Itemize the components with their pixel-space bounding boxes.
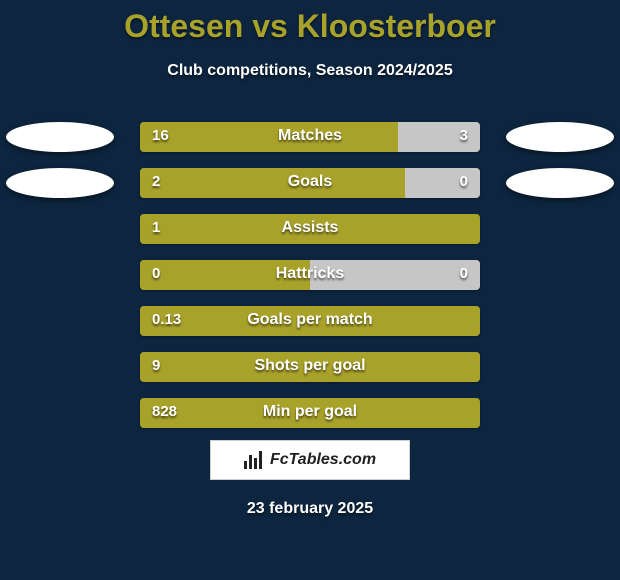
stat-bar-left xyxy=(140,168,405,198)
stat-bar-left xyxy=(140,214,480,244)
stat-bar-right xyxy=(398,122,480,152)
stat-bar-left xyxy=(140,398,480,428)
stat-row: Shots per goal9 xyxy=(0,350,620,386)
stat-bar-right xyxy=(310,260,480,290)
player-badge-right xyxy=(506,168,614,198)
player-badge-left xyxy=(6,168,114,198)
stat-bar-left xyxy=(140,260,310,290)
page-title: Ottesen vs Kloosterboer xyxy=(0,8,620,45)
brand-text: FcTables.com xyxy=(270,451,376,469)
stat-row: Matches163 xyxy=(0,120,620,156)
stat-row: Hattricks00 xyxy=(0,258,620,294)
stat-bar-track xyxy=(140,122,480,152)
comparison-canvas: Ottesen vs Kloosterboer Club competition… xyxy=(0,0,620,580)
stat-bar-track xyxy=(140,306,480,336)
stat-row: Goals per match0.13 xyxy=(0,304,620,340)
stat-bar-track xyxy=(140,214,480,244)
stat-row: Goals20 xyxy=(0,166,620,202)
stat-bar-track xyxy=(140,260,480,290)
footer-date: 23 february 2025 xyxy=(0,500,620,518)
player-badge-left xyxy=(6,122,114,152)
stat-bar-left xyxy=(140,306,480,336)
stat-row: Assists1 xyxy=(0,212,620,248)
stat-bar-left xyxy=(140,122,398,152)
stat-bar-left xyxy=(140,352,480,382)
stat-bar-track xyxy=(140,352,480,382)
player-badge-right xyxy=(506,122,614,152)
stat-bar-track xyxy=(140,398,480,428)
stat-bar-right xyxy=(405,168,480,198)
stat-row: Min per goal828 xyxy=(0,396,620,432)
bars-icon xyxy=(244,451,264,469)
stat-bar-track xyxy=(140,168,480,198)
subtitle: Club competitions, Season 2024/2025 xyxy=(0,62,620,80)
brand-badge[interactable]: FcTables.com xyxy=(210,440,410,480)
